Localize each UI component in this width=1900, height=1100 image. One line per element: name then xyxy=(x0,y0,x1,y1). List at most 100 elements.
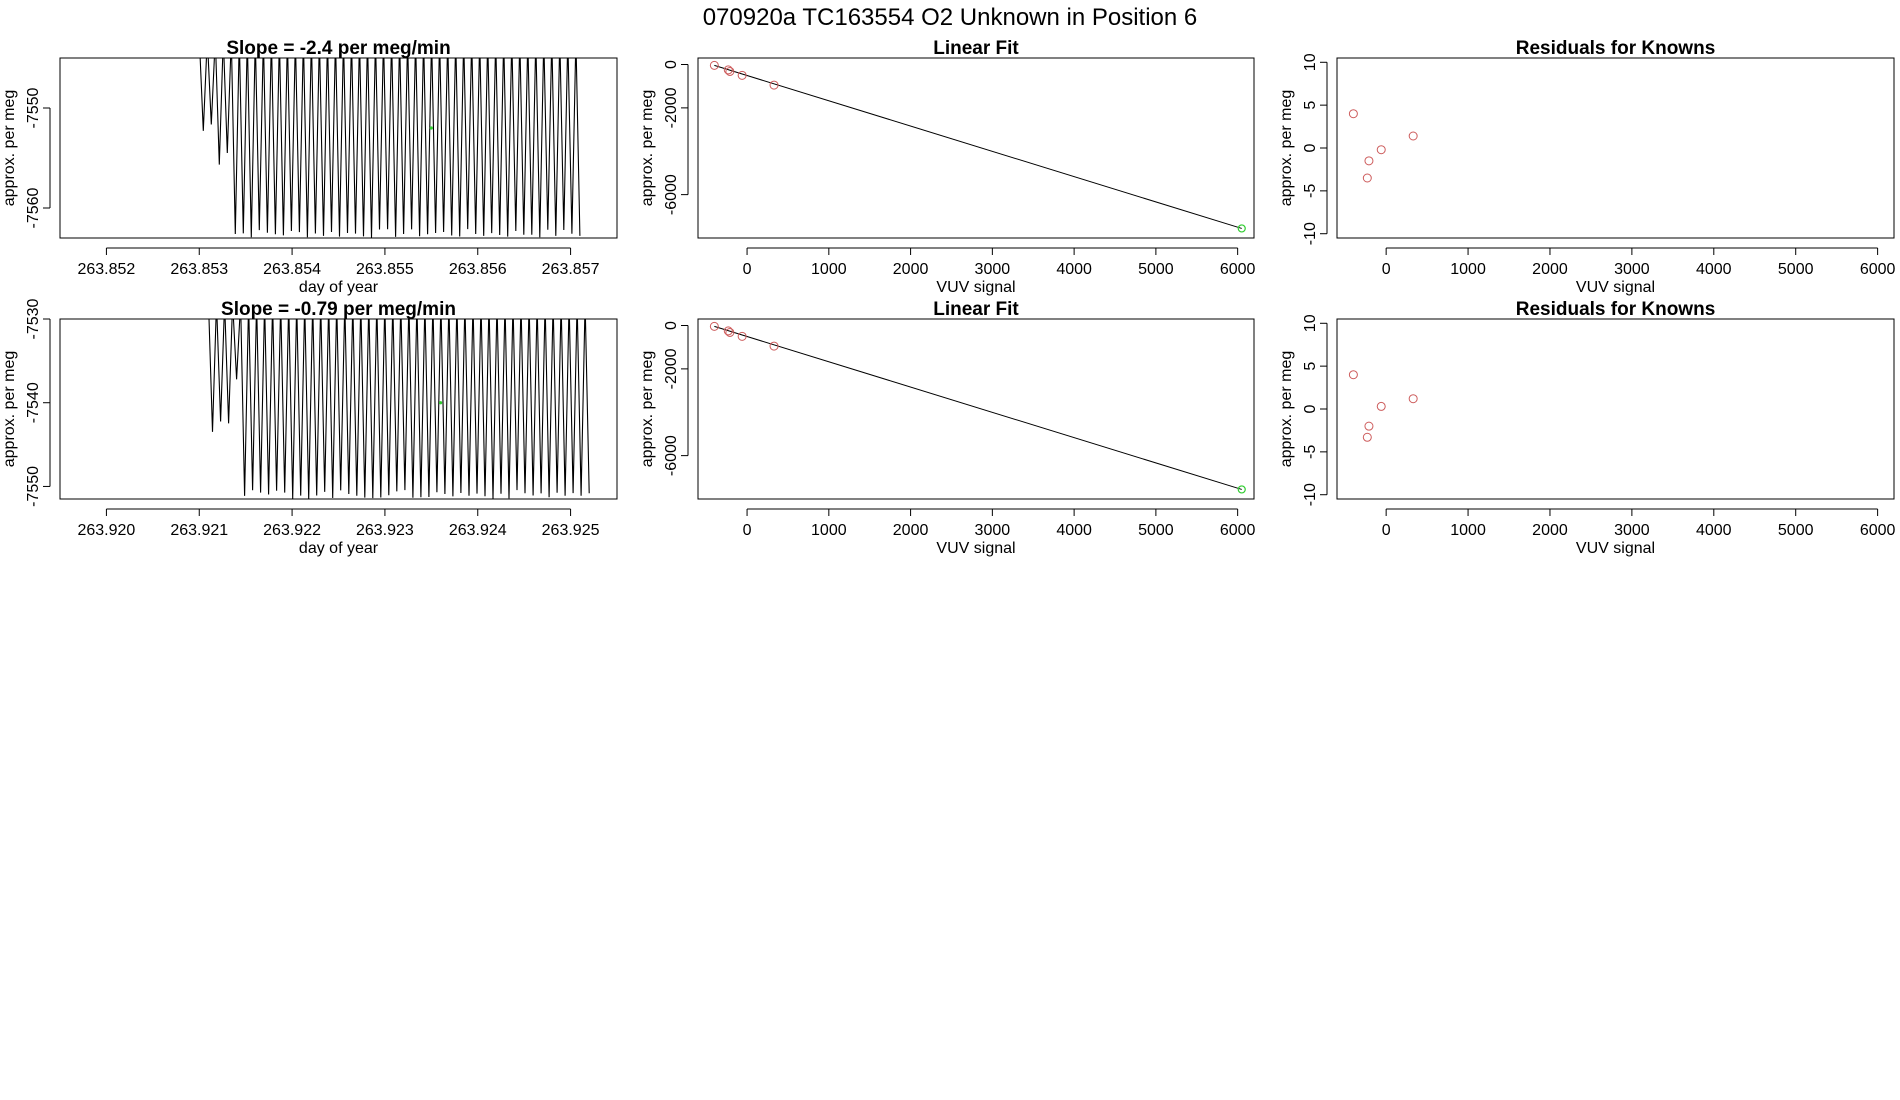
x-tick-label: 263.924 xyxy=(449,522,507,539)
y-tick-label: -5 xyxy=(1302,184,1319,198)
panel-2: Linear Fit 0 1000 2000 3000 4000 5000 6000 VUV s… xyxy=(639,38,1256,296)
known-point xyxy=(737,331,747,341)
x-tick-label: 263.853 xyxy=(170,261,228,278)
panels: Slope = -2.4 per meg/min 263.852 263.853 26… xyxy=(1,38,1896,557)
known-point xyxy=(725,66,735,76)
known-point xyxy=(1376,145,1386,155)
y-axis-label: approx. per meg xyxy=(1278,90,1295,207)
x-tick-label: 2000 xyxy=(1532,522,1568,539)
x-axis-label: day of year xyxy=(299,279,379,296)
panel-title: Residuals for Knowns xyxy=(1516,299,1716,320)
unknown-sample-point xyxy=(429,126,433,130)
x-tick-label: 4000 xyxy=(1056,522,1092,539)
x-axis-label: VUV signal xyxy=(936,279,1015,296)
y-axis-label: approx. per meg xyxy=(1,90,18,207)
x-tick-label: 0 xyxy=(743,522,752,539)
panel-title: Slope = -0.79 per meg/min xyxy=(221,299,456,320)
y-tick-label: -7550 xyxy=(25,87,42,128)
x-tick-label: 2000 xyxy=(893,261,929,278)
panel-1: Slope = -2.4 per meg/min 263.852 263.853 26… xyxy=(1,38,618,296)
per-meg-trace xyxy=(199,58,581,238)
x-tick-label: 3000 xyxy=(975,261,1011,278)
plot-data xyxy=(208,319,590,499)
x-tick-label: 263.920 xyxy=(77,522,135,539)
y-axis-label: approx. per meg xyxy=(639,351,656,468)
y-tick-label: -6000 xyxy=(663,174,680,215)
plot-data xyxy=(1348,370,1418,442)
known-point xyxy=(1348,109,1358,119)
panel-6: Residuals for Knowns 0 1000 2000 3000 4000 500… xyxy=(1278,299,1896,557)
unknown-point xyxy=(1237,485,1246,494)
x-tick-label: 6000 xyxy=(1860,522,1896,539)
known-point xyxy=(769,341,779,351)
y-tick-label: -7550 xyxy=(25,466,42,507)
x-tick-label: 0 xyxy=(1382,522,1391,539)
plot-frame xyxy=(59,318,618,500)
y-axis-label: approx. per meg xyxy=(1278,351,1295,468)
known-point xyxy=(1376,401,1386,411)
panel-title: Linear Fit xyxy=(933,299,1019,320)
known-point xyxy=(1362,432,1372,442)
panel-3: Residuals for Knowns 0 1000 2000 3000 4000 500… xyxy=(1278,38,1896,296)
fit-line xyxy=(714,325,1242,490)
x-tick-label: 263.857 xyxy=(542,261,600,278)
panel-title: Slope = -2.4 per meg/min xyxy=(226,38,450,59)
x-axis-label: VUV signal xyxy=(1576,540,1655,557)
x-tick-label: 263.921 xyxy=(170,522,228,539)
x-tick-label: 263.856 xyxy=(449,261,507,278)
known-point xyxy=(769,80,779,90)
known-point xyxy=(1364,421,1374,431)
known-point xyxy=(1408,394,1418,404)
plot-frame xyxy=(1336,318,1895,500)
main-title: 070920a TC163554 O2 Unknown in Position … xyxy=(703,4,1198,31)
x-tick-label: 5000 xyxy=(1138,522,1174,539)
y-tick-label: -5 xyxy=(1302,445,1319,459)
y-axis-label: approx. per meg xyxy=(1,351,18,468)
x-tick-label: 6000 xyxy=(1860,261,1896,278)
plot-frame xyxy=(1336,57,1895,239)
known-point xyxy=(1364,156,1374,166)
panel-4: Slope = -0.79 per meg/min 263.920 263.921 2… xyxy=(1,298,618,557)
y-tick-label: -7530 xyxy=(25,298,42,339)
known-point xyxy=(737,70,747,80)
unknown-sample-point xyxy=(439,401,443,405)
x-tick-label: 4000 xyxy=(1696,522,1732,539)
y-tick-label: -7560 xyxy=(25,187,42,228)
x-axis-label: VUV signal xyxy=(1576,279,1655,296)
x-tick-label: 6000 xyxy=(1220,522,1256,539)
x-tick-label: 6000 xyxy=(1220,261,1256,278)
plot-frame xyxy=(697,318,1255,500)
x-tick-label: 263.923 xyxy=(356,522,414,539)
x-tick-label: 5000 xyxy=(1778,261,1814,278)
x-tick-label: 263.854 xyxy=(263,261,321,278)
x-tick-label: 1000 xyxy=(1450,261,1486,278)
y-axis-label: approx. per meg xyxy=(639,90,656,207)
x-tick-label: 0 xyxy=(743,261,752,278)
panel-5: Linear Fit 0 1000 2000 3000 4000 5000 6000 VUV s… xyxy=(639,299,1256,557)
known-point xyxy=(725,327,735,337)
per-meg-trace xyxy=(208,319,590,499)
y-tick-label: -2000 xyxy=(663,348,680,389)
x-tick-label: 5000 xyxy=(1778,522,1814,539)
plot-data xyxy=(1348,109,1418,183)
known-point xyxy=(1348,370,1358,380)
known-point xyxy=(723,326,733,336)
x-axis-label: day of year xyxy=(299,540,379,557)
y-tick-label: 5 xyxy=(1302,101,1319,110)
panel-title: Residuals for Knowns xyxy=(1516,38,1716,59)
x-tick-label: 2000 xyxy=(1532,261,1568,278)
x-tick-label: 5000 xyxy=(1138,261,1174,278)
y-tick-label: 10 xyxy=(1302,53,1319,71)
x-tick-label: 263.922 xyxy=(263,522,321,539)
x-tick-label: 4000 xyxy=(1056,261,1092,278)
known-point xyxy=(709,60,719,70)
y-tick-label: 10 xyxy=(1302,314,1319,332)
fit-line xyxy=(714,64,1242,229)
y-tick-label: -10 xyxy=(1302,483,1319,506)
x-tick-label: 263.855 xyxy=(356,261,414,278)
x-tick-label: 2000 xyxy=(893,522,929,539)
y-tick-label: 0 xyxy=(1302,143,1319,152)
plot-frame xyxy=(59,57,618,239)
plot-data xyxy=(709,60,1246,233)
